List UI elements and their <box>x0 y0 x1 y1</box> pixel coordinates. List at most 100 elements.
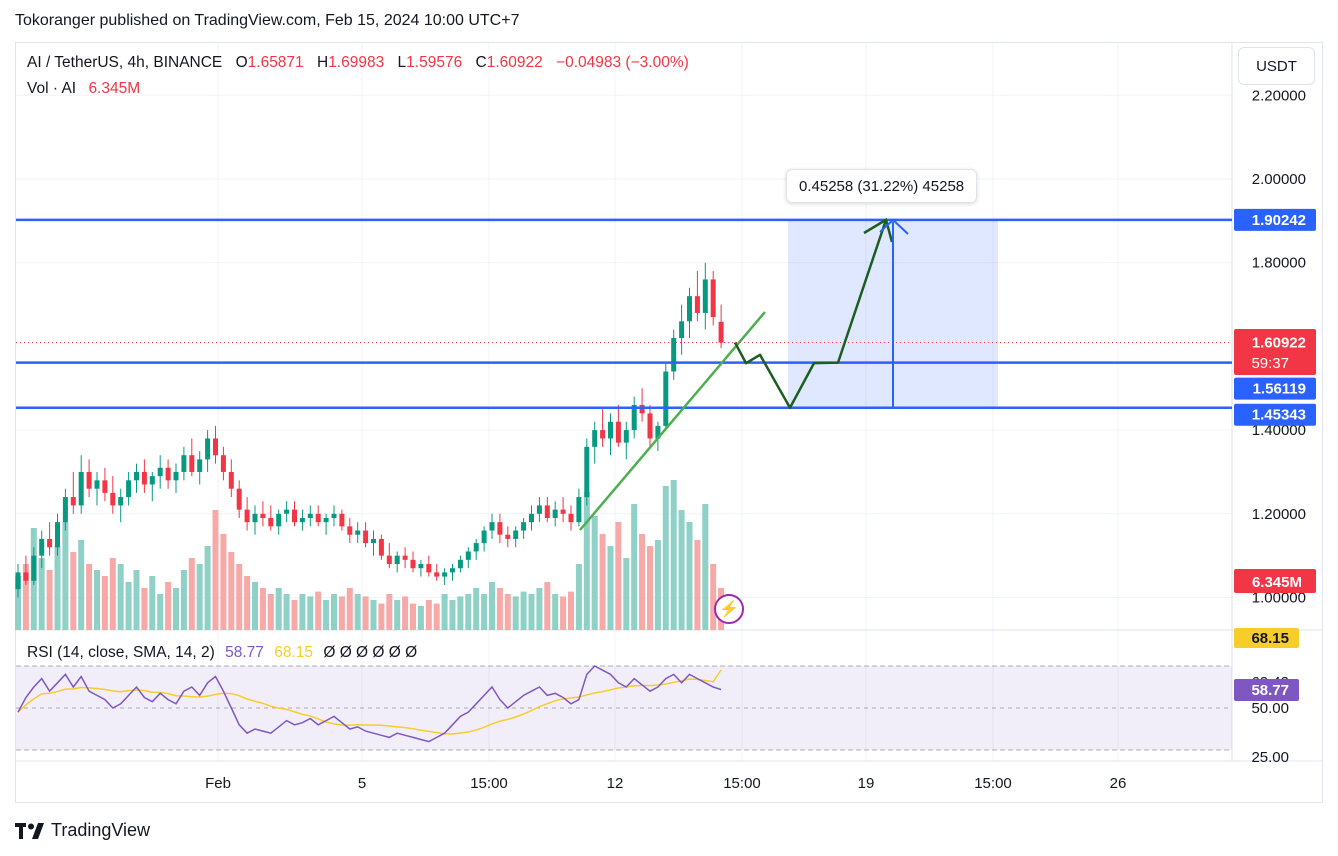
volume-bar <box>647 546 653 630</box>
volume-bar <box>481 594 488 630</box>
volume-bar <box>165 582 172 630</box>
candle-body <box>608 421 613 439</box>
volume-bar <box>354 594 361 630</box>
volume-bar <box>228 552 235 630</box>
volume-bar <box>22 564 29 630</box>
time-tick-label: 15:00 <box>470 775 508 792</box>
rsi-extra-values: Ø Ø Ø Ø Ø Ø <box>323 644 418 661</box>
candle-body <box>126 480 132 498</box>
candle-body <box>410 559 416 569</box>
candle-body <box>110 492 116 506</box>
volume-bar <box>623 558 630 630</box>
volume-bar <box>441 594 448 630</box>
volume-badge <box>1234 569 1316 593</box>
price-tick-label: 1.40000 <box>1252 422 1306 439</box>
projection-arrowhead <box>863 217 894 243</box>
rsi-sma-value: 68.15 <box>274 644 314 661</box>
candle-body <box>181 455 187 472</box>
level-label: 1.56119 <box>1253 381 1306 398</box>
projection-path[interactable] <box>733 219 888 409</box>
time-tick-label: Feb <box>205 775 231 792</box>
volume-bar <box>607 546 614 630</box>
volume-bar <box>386 594 393 630</box>
lightning-icon[interactable]: ⚡ <box>714 594 744 624</box>
rsi-line <box>17 665 722 743</box>
symbol-name[interactable]: AI / TetherUS, 4h, BINANCE <box>27 54 223 71</box>
candle-body <box>299 517 305 523</box>
volume-bar <box>252 582 258 630</box>
candle-body <box>702 279 708 313</box>
trend-line[interactable] <box>579 311 766 531</box>
price-tick-label: 2.00000 <box>1252 171 1306 188</box>
candle-body <box>268 517 274 527</box>
candle-body <box>189 455 195 472</box>
rsi-legend: RSI (14, close, SMA, 14, 2) 58.77 68.15 … <box>27 644 417 662</box>
volume-bar <box>583 492 590 630</box>
volume-bar <box>299 594 306 630</box>
volume-bar <box>465 594 472 630</box>
volume-bar <box>149 576 156 630</box>
volume-bar <box>678 510 685 630</box>
rsi-axis-label: 58.77 <box>1251 682 1289 699</box>
last-price-label: 1.60922 <box>1252 335 1306 352</box>
currency-button[interactable]: USDT <box>1238 47 1315 85</box>
countdown-label: 59:37 <box>1251 355 1289 372</box>
volume-bar <box>141 588 148 630</box>
volume-bar <box>212 510 219 630</box>
change-value: −0.04983 (−3.00%) <box>556 54 689 71</box>
volume-bar <box>54 546 61 630</box>
rsi-label[interactable]: RSI (14, close, SMA, 14, 2) <box>27 644 215 661</box>
volume-bar <box>694 540 701 630</box>
candle-body <box>149 476 155 485</box>
volume-bar <box>70 552 77 630</box>
volume-bar <box>504 594 511 630</box>
candle-body <box>284 509 290 514</box>
volume-bar <box>346 588 353 630</box>
candle-body <box>418 564 424 569</box>
tradingview-logo[interactable]: TradingView <box>15 820 150 841</box>
candle-body <box>307 513 313 518</box>
candle-body <box>331 513 337 518</box>
volume-label[interactable]: Vol · AI <box>27 80 77 97</box>
candle-body <box>505 534 511 539</box>
price-tick-label: 1.80000 <box>1252 255 1306 272</box>
time-tick-label: 26 <box>1110 775 1127 792</box>
volume-bar <box>702 504 709 630</box>
candle-body <box>134 471 139 481</box>
volume-bar <box>109 558 116 630</box>
low-label: L <box>397 54 407 71</box>
volume-bar <box>275 588 282 630</box>
time-tick-label: 15:00 <box>723 775 761 792</box>
volume-bar <box>15 576 21 630</box>
close-value: 1.60922 <box>486 54 543 71</box>
candle-body <box>78 471 84 506</box>
volume-legend: Vol · AI 6.345M <box>27 80 140 98</box>
candle-body <box>47 538 53 548</box>
candle-body <box>23 572 29 581</box>
volume-bar <box>710 564 717 630</box>
candle-body <box>70 497 76 506</box>
volume-bar <box>599 534 606 630</box>
candle-body <box>157 467 163 477</box>
candle-body <box>86 471 92 489</box>
volume-bar <box>291 600 298 630</box>
candle-body <box>323 517 329 523</box>
candle-body <box>450 568 455 573</box>
level-1-90242-badge <box>1234 208 1316 231</box>
candle-body <box>457 559 463 569</box>
volume-bar <box>639 534 646 630</box>
level-1-56119-badge <box>1234 377 1316 400</box>
publication-header: Tokoranger published on TradingView.com,… <box>15 12 520 29</box>
volume-bar <box>654 540 661 630</box>
volume-bar <box>173 588 179 630</box>
rsi-badge <box>1234 679 1299 701</box>
candle-body <box>600 430 606 439</box>
rsi-sma-badge <box>1234 628 1299 648</box>
candle-body <box>276 513 282 527</box>
volume-bar <box>188 558 195 630</box>
volume-bar <box>331 594 337 630</box>
candle-body <box>434 572 440 577</box>
candle-body <box>205 438 211 460</box>
volume-bar <box>180 570 187 630</box>
